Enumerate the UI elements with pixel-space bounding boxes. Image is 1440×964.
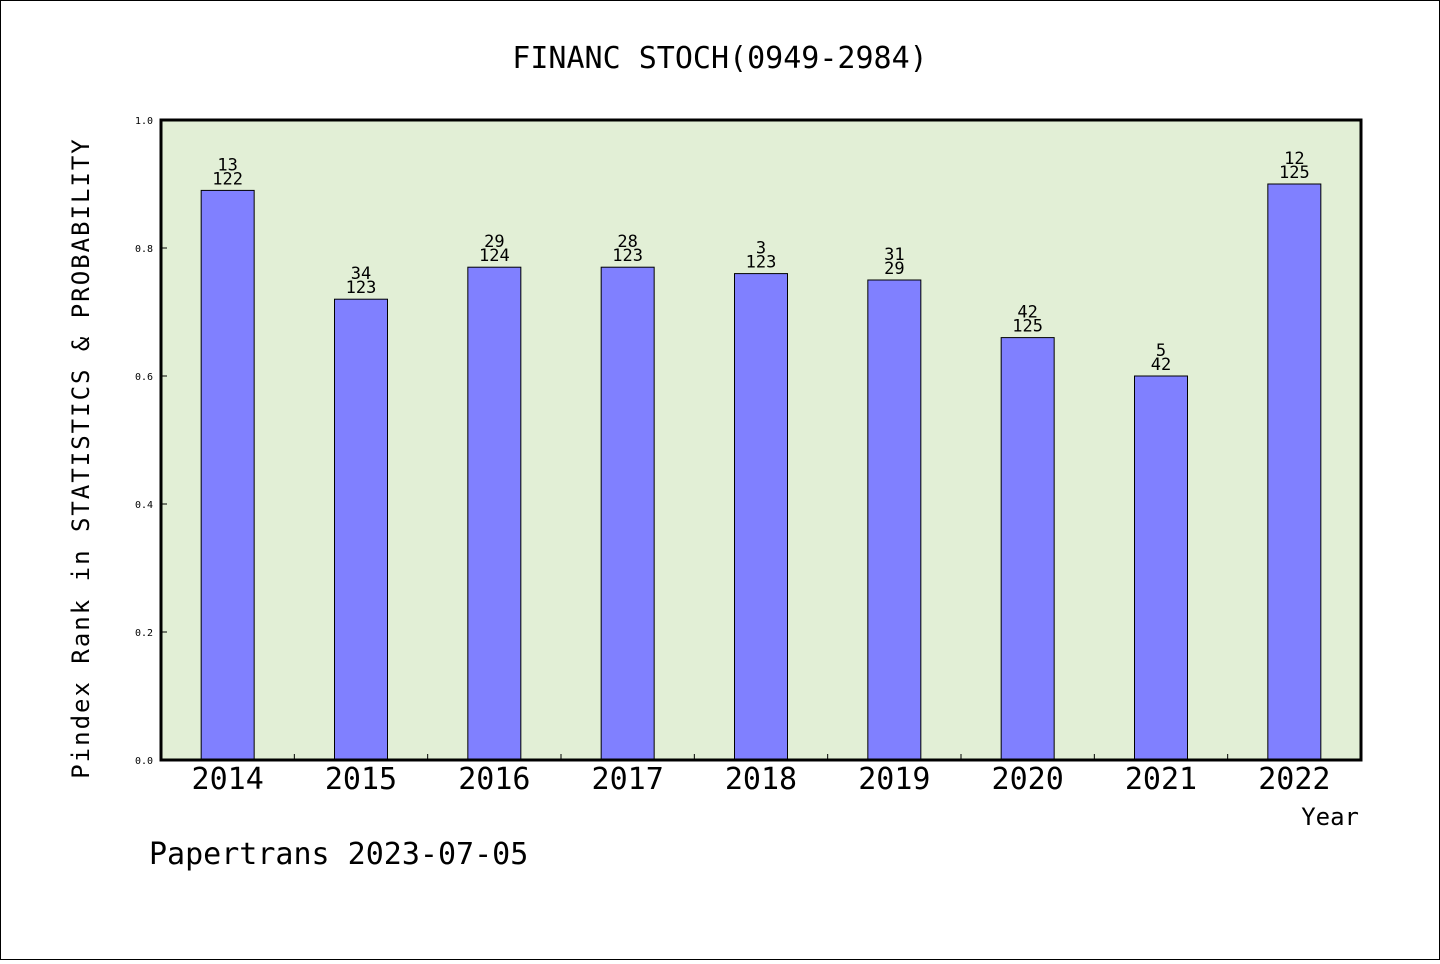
x-tick-label: 2020: [992, 762, 1064, 797]
x-axis: 2014 2015 2016 2017 2018 2019 2020 2021 2022: [192, 754, 1330, 797]
x-tick-label: 2016: [458, 762, 530, 797]
x-tick-label: 2021: [1125, 762, 1197, 797]
x-tick-label: 2018: [725, 762, 797, 797]
bar-label-bottom: 125: [1012, 317, 1043, 337]
bar-2017: [600, 266, 655, 761]
bar-label-bottom: 29: [884, 259, 904, 279]
bar-label-bottom: 42: [1151, 355, 1171, 375]
bar-label-top: 5: [1156, 341, 1166, 361]
footer-text: Papertrans 2023-07-05: [149, 837, 528, 872]
y-axis-title: Pindex Rank in STATISTICS & PROBABILITY: [67, 137, 95, 779]
bar-2018: [734, 273, 788, 761]
bar-2019: [867, 279, 922, 761]
bar-2020: [1000, 337, 1055, 761]
bar-2014: [200, 189, 255, 761]
bar-2016: [467, 266, 522, 761]
x-tick-label: 2019: [858, 762, 930, 797]
bar-label-top: 13: [217, 155, 237, 175]
bar-2021: [1134, 375, 1188, 761]
y-tick-label: 0.4: [135, 500, 153, 511]
y-tick-label: 0.2: [135, 628, 153, 639]
bar-label-bottom: 122: [212, 169, 243, 189]
bar-label-top: 34: [351, 264, 371, 284]
x-tick-label: 2014: [192, 762, 264, 797]
bar-label-top: 31: [884, 245, 904, 265]
bar-label-bottom: 125: [1279, 163, 1310, 183]
bar-2015: [334, 298, 388, 761]
x-axis-title: Year: [1301, 803, 1359, 831]
x-tick-label: 2017: [592, 762, 664, 797]
y-tick-label: 0.6: [135, 372, 153, 383]
x-tick-label: 2015: [325, 762, 397, 797]
bar-label-top: 3: [756, 239, 766, 259]
bar-label-top: 42: [1017, 303, 1037, 323]
bar-label-bottom: 123: [612, 246, 643, 266]
plot-border: [159, 118, 1363, 762]
bar-label-top: 29: [484, 232, 504, 252]
bar-2022: [1267, 183, 1322, 761]
y-tick-label: 1.0: [135, 116, 153, 127]
x-tick-label: 2022: [1258, 762, 1330, 797]
y-tick-label: 0.8: [135, 244, 153, 255]
bar-label-top: 12: [1284, 149, 1304, 169]
bar-label-bottom: 124: [479, 246, 510, 266]
bar-label-top: 28: [617, 232, 637, 252]
y-tick-label: 0.0: [135, 756, 153, 767]
chart-title: FINANC STOCH(0949-2984): [512, 41, 927, 76]
bar-label-bottom: 123: [746, 253, 777, 273]
bar-label-bottom: 123: [346, 278, 377, 298]
